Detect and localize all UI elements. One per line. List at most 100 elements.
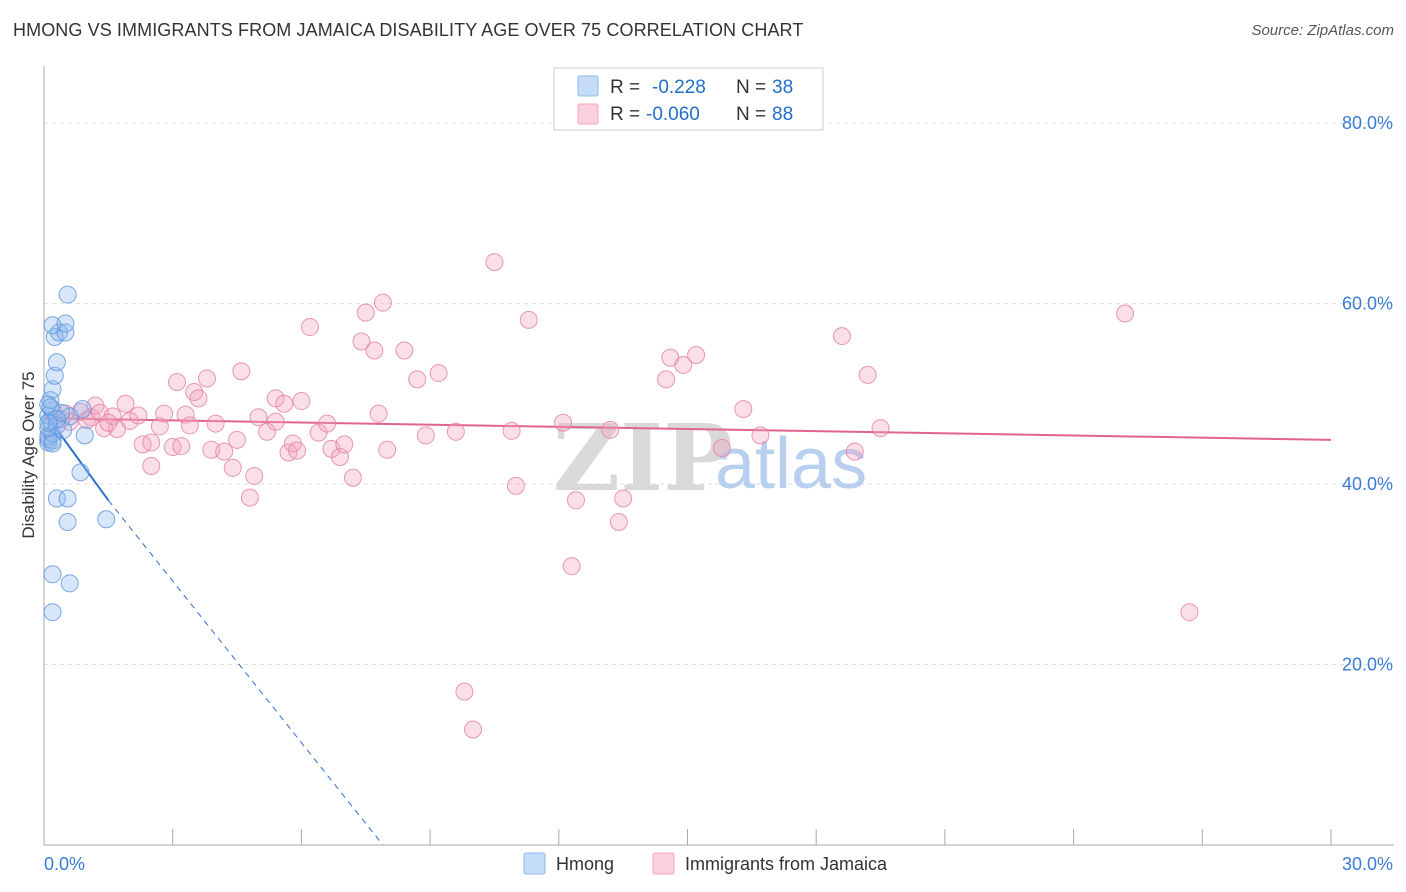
series-hmong — [39, 285, 116, 622]
point-jamaica-48 — [335, 435, 354, 454]
legend-swatch-jamaica — [652, 852, 675, 875]
point-hmong-29 — [97, 510, 116, 529]
point-jamaica-52 — [365, 341, 384, 360]
watermark-zip: ZIP — [553, 404, 732, 512]
watermark-atlas: atlas — [715, 424, 867, 504]
point-jamaica-29 — [223, 458, 242, 477]
point-jamaica-64 — [502, 421, 521, 440]
trend-line-jamaica — [43, 417, 1332, 441]
point-jamaica-84 — [1116, 304, 1135, 323]
point-hmong-17 — [56, 323, 75, 342]
point-jamaica-20 — [167, 373, 186, 392]
point-jamaica-24 — [189, 389, 208, 408]
point-jamaica-66 — [519, 310, 538, 329]
point-hmong-33 — [43, 434, 62, 453]
stats-n-label-jamaica: N = — [736, 104, 766, 125]
point-jamaica-49 — [343, 468, 362, 487]
stats-n-value-jamaica: 88 — [772, 104, 793, 125]
point-jamaica-51 — [356, 303, 375, 322]
point-jamaica-86 — [172, 437, 191, 456]
point-jamaica-58 — [416, 426, 435, 445]
point-jamaica-68 — [562, 557, 581, 576]
point-jamaica-81 — [845, 442, 864, 461]
point-hmong-37 — [39, 413, 58, 432]
point-jamaica-87 — [99, 413, 118, 432]
point-jamaica-11 — [116, 394, 135, 413]
tick-labels: 20.0% 40.0% 60.0% 80.0% 0.0% 30.0% — [44, 113, 1393, 874]
point-jamaica-72 — [614, 489, 633, 508]
point-jamaica-61 — [455, 682, 474, 701]
point-jamaica-32 — [240, 488, 259, 507]
point-jamaica-16 — [142, 457, 161, 476]
point-jamaica-55 — [378, 440, 397, 459]
point-jamaica-30 — [228, 430, 247, 449]
chart-source: Source: ZipAtlas.com — [1251, 22, 1394, 39]
legend-label-jamaica: Immigrants from Jamaica — [685, 854, 888, 874]
point-jamaica-18 — [155, 404, 174, 423]
trend-line-hmong-solid — [43, 411, 110, 501]
point-hmong-28 — [58, 512, 77, 531]
stats-swatch-hmong — [577, 75, 599, 97]
point-jamaica-75 — [674, 355, 693, 374]
point-jamaica-65 — [506, 476, 525, 495]
watermark: ZIP atlas — [553, 404, 867, 512]
point-jamaica-38 — [275, 394, 294, 413]
stats-r-label-jamaica: R = — [610, 104, 640, 125]
stats-r-value-jamaica: -0.060 — [646, 104, 700, 125]
point-jamaica-27 — [206, 414, 225, 433]
point-hmong-35 — [41, 398, 60, 417]
point-hmong-15 — [50, 323, 69, 342]
grid-lines — [44, 122, 1394, 666]
point-hmong-12 — [45, 366, 64, 385]
point-jamaica-56 — [395, 341, 414, 360]
y-tick-label-2: 60.0% — [1342, 294, 1393, 314]
point-jamaica-73 — [657, 370, 676, 389]
point-jamaica-42 — [292, 392, 311, 411]
trend-lines — [43, 411, 1332, 846]
point-jamaica-22 — [180, 416, 199, 435]
point-hmong-31 — [60, 574, 79, 593]
point-jamaica-15 — [142, 433, 161, 452]
stats-box: R = -0.228 N = 38 R = -0.060 N = 88 — [553, 67, 824, 131]
y-axis-label: Disability Age Over 75 — [19, 371, 38, 538]
data-points — [39, 253, 1199, 739]
legend-label-hmong: Hmong — [556, 854, 614, 874]
point-hmong-10 — [41, 391, 60, 410]
legend-swatch-hmong — [523, 852, 546, 875]
point-jamaica-76 — [687, 346, 706, 365]
point-jamaica-34 — [249, 408, 268, 427]
point-jamaica-83 — [871, 419, 890, 438]
point-jamaica-36 — [266, 412, 285, 431]
point-jamaica-77 — [712, 438, 731, 457]
point-jamaica-53 — [369, 404, 388, 423]
x-tick-label-1: 30.0% — [1342, 854, 1393, 874]
stats-swatch-jamaica — [577, 103, 599, 125]
point-jamaica-33 — [245, 466, 264, 485]
point-jamaica-54 — [373, 293, 392, 312]
point-jamaica-63 — [485, 253, 504, 272]
point-jamaica-79 — [751, 426, 770, 445]
point-jamaica-25 — [198, 369, 217, 388]
point-jamaica-43 — [300, 318, 319, 337]
legend: Hmong Immigrants from Jamaica — [523, 852, 888, 875]
point-jamaica-45 — [318, 414, 337, 433]
point-jamaica-85 — [1180, 603, 1199, 622]
point-jamaica-12 — [120, 411, 139, 430]
y-tick-label-3: 80.0% — [1342, 113, 1393, 133]
point-jamaica-60 — [446, 422, 465, 441]
point-hmong-23 — [73, 400, 92, 419]
point-jamaica-41 — [288, 441, 307, 460]
point-hmong-24 — [75, 426, 94, 445]
point-hmong-32 — [43, 603, 62, 622]
point-jamaica-28 — [215, 442, 234, 461]
point-jamaica-31 — [232, 362, 251, 381]
point-hmong-26 — [47, 489, 66, 508]
stats-r-value-hmong: -0.228 — [652, 77, 706, 98]
point-hmong-34 — [54, 420, 73, 439]
chart-title: HMONG VS IMMIGRANTS FROM JAMAICA DISABIL… — [13, 20, 804, 40]
point-jamaica-71 — [609, 512, 628, 531]
point-hmong-18 — [56, 314, 75, 333]
stats-box-frame — [553, 67, 824, 131]
point-jamaica-67 — [554, 413, 573, 432]
point-jamaica-78 — [734, 400, 753, 419]
